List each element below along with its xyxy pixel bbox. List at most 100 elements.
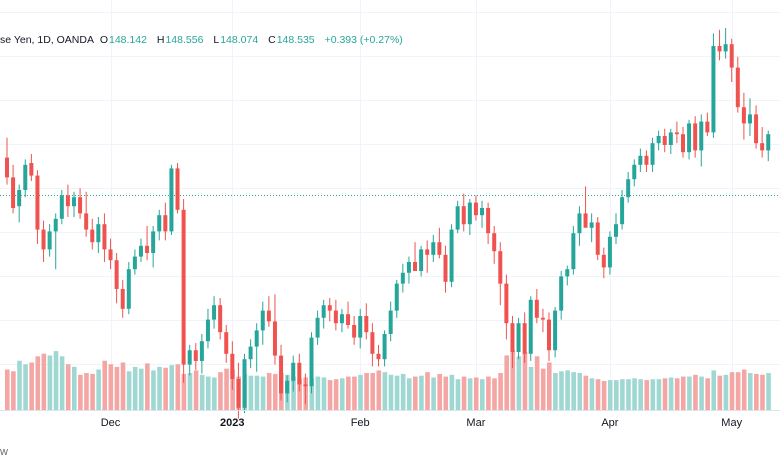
candle-body-71: [437, 242, 442, 255]
candle-body-119: [729, 44, 734, 68]
volume-bar-60: [370, 373, 375, 410]
candle-body-101: [620, 197, 625, 225]
candle-body-59: [364, 316, 369, 333]
candle-59: [364, 303, 369, 340]
volume-bar-19: [120, 362, 126, 410]
volume-bar-54: [333, 379, 339, 410]
candle-16: [102, 213, 107, 262]
volume-bar-58: [358, 374, 363, 410]
candle-34: [212, 296, 217, 329]
candle-114: [699, 114, 704, 167]
volume-bar-82: [504, 355, 509, 410]
candle-body-22: [138, 245, 143, 257]
candle-body-70: [431, 242, 436, 255]
candle-body-123: [754, 114, 759, 144]
volume-bar-8: [53, 351, 59, 410]
candle-108: [662, 128, 667, 153]
candle-6: [41, 220, 46, 262]
candle-body-44: [272, 321, 277, 356]
volume-bar-14: [90, 373, 95, 410]
candle-61: [376, 344, 381, 367]
candle-body-104: [638, 155, 643, 165]
candle-body-111: [680, 134, 685, 153]
candle-82: [504, 274, 509, 340]
candle-body-77: [473, 202, 478, 216]
volume-bar-90: [553, 373, 558, 410]
candle-5: [35, 170, 40, 244]
candle-119: [729, 38, 734, 82]
candle-body-73: [449, 229, 454, 282]
candle-15: [96, 217, 101, 253]
candle-35: [218, 298, 223, 340]
volume-bar-29: [181, 373, 187, 410]
candle-body-3: [23, 164, 28, 190]
candle-110: [674, 121, 679, 144]
candle-body-12: [78, 197, 83, 214]
volume-bar-57: [352, 376, 357, 410]
candle-84: [516, 317, 521, 360]
volume-bar-111: [680, 376, 686, 410]
candle-body-51: [315, 317, 320, 338]
volume-bar-74: [455, 379, 461, 410]
volume-bar-116: [711, 370, 717, 410]
volume-bar-62: [382, 372, 388, 410]
volume-bar-53: [327, 380, 333, 410]
candle-2: [17, 184, 22, 223]
candle-10: [65, 184, 70, 217]
candle-123: [754, 105, 759, 149]
candle-102: [626, 172, 631, 203]
candle-51: [315, 310, 320, 345]
candle-body-26: [163, 215, 168, 232]
candle-body-106: [650, 143, 655, 165]
volume-bar-65: [400, 373, 406, 410]
candle-12: [78, 188, 83, 219]
volume-bar-72: [443, 376, 449, 410]
volume-bar-110: [674, 378, 680, 410]
candle-27: [169, 164, 174, 235]
candle-70: [431, 235, 436, 262]
volume-bar-1: [11, 371, 16, 410]
candle-100: [614, 213, 618, 244]
volume-bar-96: [589, 378, 595, 410]
candle-body-62: [382, 334, 387, 360]
candle-122: [747, 98, 752, 136]
candle-body-84: [516, 323, 521, 352]
candle-13: [84, 191, 89, 237]
candle-body-110: [674, 132, 679, 135]
candle-88: [540, 308, 545, 333]
candle-80: [492, 226, 497, 264]
volume-bar-35: [218, 372, 223, 410]
volume-bar-22: [138, 368, 144, 410]
candle-body-15: [96, 224, 101, 243]
volume-bar-64: [394, 375, 400, 410]
candle-body-40: [248, 346, 253, 360]
candle-body-108: [662, 136, 667, 145]
candle-body-36: [224, 332, 229, 354]
candle-39: [242, 353, 247, 414]
volume-bar-94: [577, 373, 583, 410]
candle-57: [352, 316, 357, 345]
candle-body-55: [339, 314, 344, 324]
candle-31: [193, 343, 198, 370]
x-tick-label-0: Dec: [100, 417, 121, 429]
volume-bar-61: [376, 370, 382, 410]
volume-bar-17: [108, 364, 114, 410]
candle-38: [236, 362, 241, 419]
volume-bar-81: [498, 373, 503, 410]
candle-body-92: [565, 269, 570, 277]
candle-body-48: [297, 362, 302, 385]
candle-9: [59, 190, 64, 225]
candle-body-116: [711, 46, 716, 133]
candle-112: [687, 119, 692, 160]
x-tick-label-2: Feb: [350, 417, 370, 429]
volume-bar-77: [473, 377, 479, 410]
candle-37: [230, 341, 235, 390]
candle-47: [291, 355, 296, 392]
candle-body-5: [35, 175, 40, 230]
candle-98: [601, 247, 606, 279]
candle-104: [638, 148, 643, 172]
candle-body-38: [236, 379, 241, 408]
candle-body-97: [595, 222, 600, 255]
volume-bar-120: [735, 372, 741, 410]
